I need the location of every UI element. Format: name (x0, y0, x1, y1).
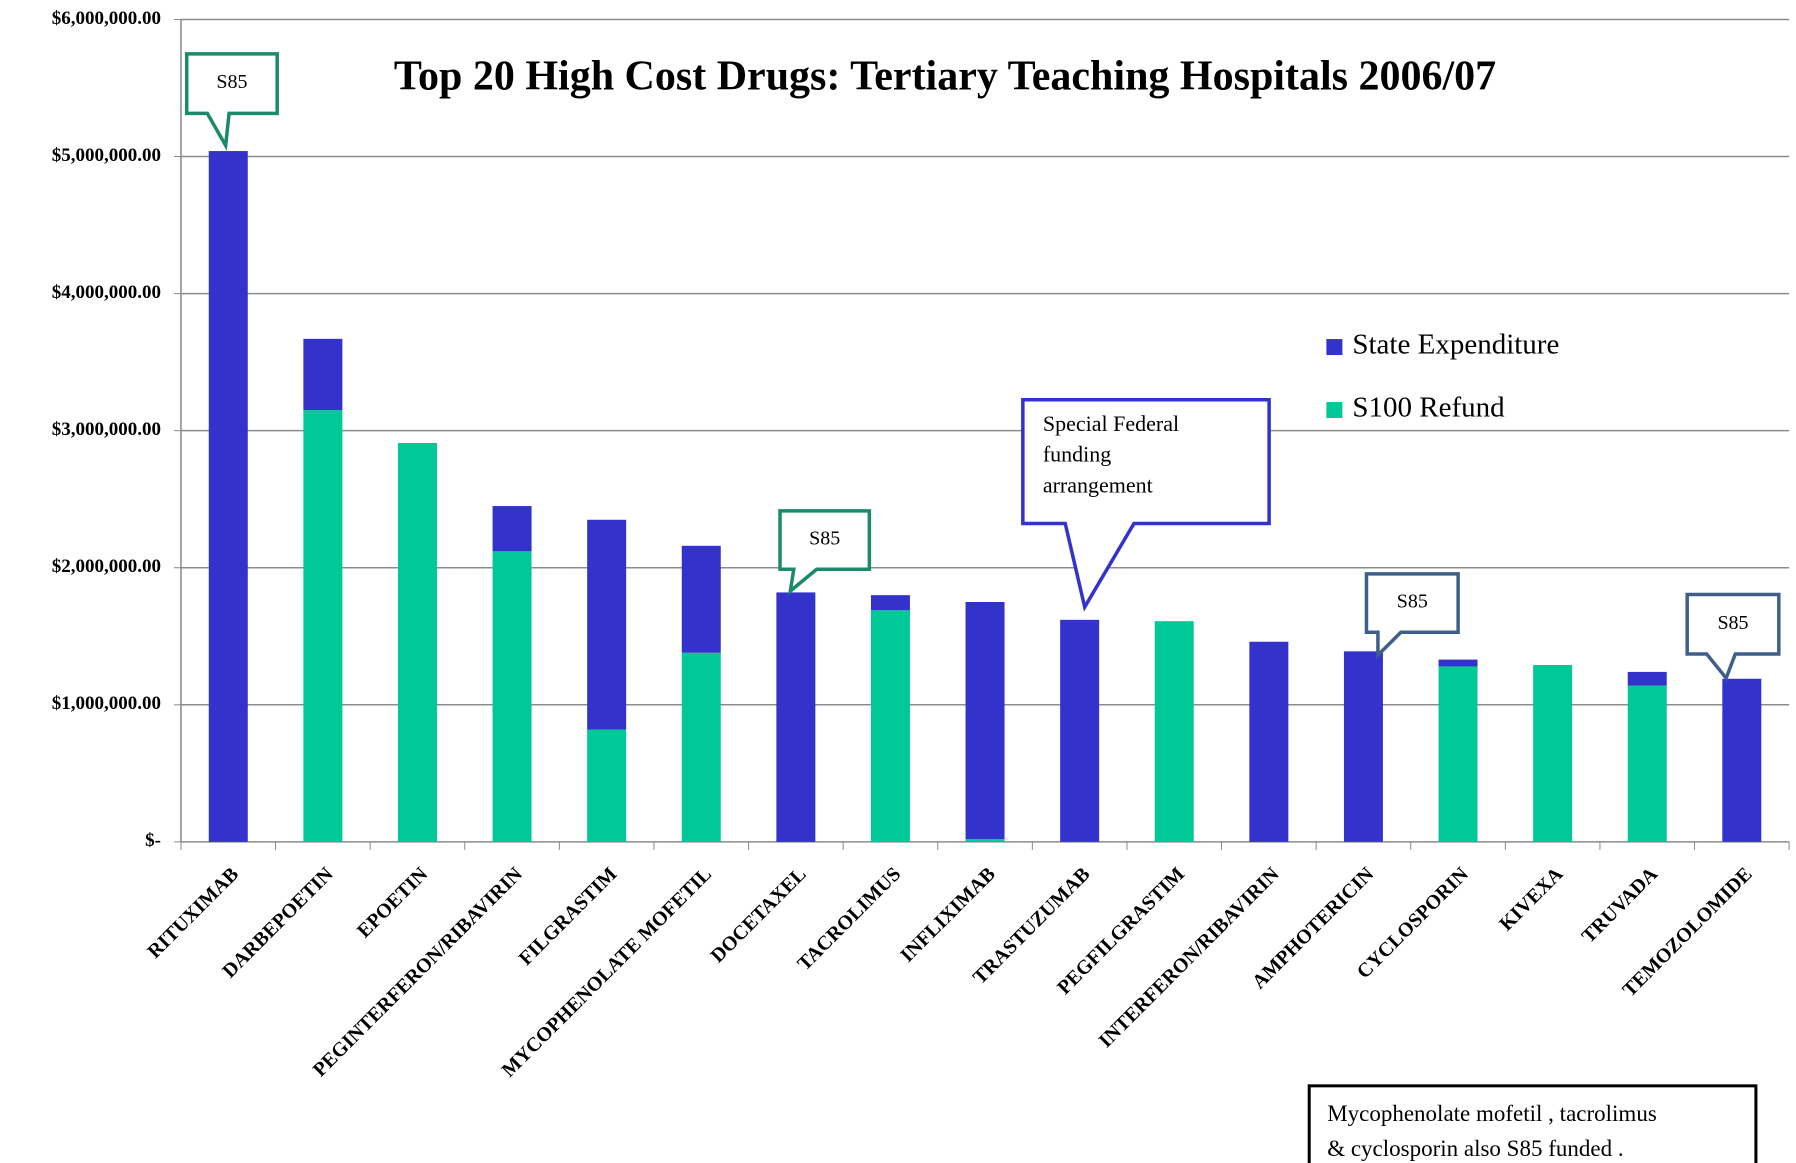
bar-segment (1533, 665, 1573, 842)
legend-swatch (1326, 339, 1343, 356)
bar-segment (303, 410, 343, 842)
callout-text: S85 (809, 528, 840, 550)
bar-segment (587, 519, 627, 730)
callout-box (1685, 592, 1781, 682)
bar-segment (1438, 659, 1478, 667)
bar-segment (1060, 619, 1100, 842)
bar-segment (1438, 666, 1478, 842)
bar-segment (208, 151, 248, 842)
note-text: Mycophenolate mofetil , tacrolimus (1327, 1101, 1657, 1126)
bar-segment (681, 652, 721, 842)
bar-segment (1627, 671, 1667, 686)
callout-box (1021, 397, 1271, 612)
bar-segment (492, 551, 532, 842)
bar-segment (681, 545, 721, 653)
bar-segment (1722, 678, 1762, 842)
bar-segment (1627, 685, 1667, 842)
x-tick-label: INFLIXIMAB (896, 863, 1000, 967)
x-tick-label: RITUXIMAB (143, 863, 243, 963)
chart-title: Top 20 High Cost Drugs: Tertiary Teachin… (394, 54, 1496, 100)
callout-text: Special Federal (1043, 411, 1179, 436)
callout-text: funding (1043, 442, 1111, 467)
legend-label: S100 Refund (1352, 392, 1505, 424)
y-tick-label: $2,000,000.00 (52, 556, 161, 577)
x-tick-label: DOCETAXEL (707, 863, 811, 967)
bar-segment (492, 506, 532, 552)
y-tick-label: $5,000,000.00 (52, 145, 161, 166)
bar-segment (776, 592, 816, 842)
x-tick-label: EPOETIN (353, 863, 433, 943)
bar-segment (965, 602, 1005, 840)
bar-segment (1154, 621, 1194, 842)
bar-segment (870, 595, 910, 611)
x-tick-label: PEGINTERFERON/RIBAVIRIN (309, 863, 527, 1081)
note-box (1307, 1084, 1758, 1163)
bar-segment (303, 338, 343, 411)
bar-segment (870, 610, 910, 842)
x-tick-label: TRUVADA (1578, 863, 1663, 948)
bar-segment (1249, 641, 1289, 842)
callout-text: S85 (1397, 591, 1428, 613)
callout-text: S85 (216, 71, 247, 93)
bar-segment (1343, 651, 1383, 842)
callout-text: arrangement (1043, 472, 1153, 497)
x-tick-label: MYCOPHENOLATE MOFETIL (498, 863, 716, 1081)
y-tick-label: $4,000,000.00 (52, 282, 161, 303)
note-text: & cyclosporin also S85 funded . (1327, 1136, 1623, 1161)
bar-segment (965, 839, 1005, 842)
legend-label: State Expenditure (1352, 329, 1559, 361)
callout-box (184, 52, 279, 152)
x-tick-label: INTERFERON/RIBAVIRIN (1095, 863, 1284, 1052)
bar-segment (397, 443, 437, 842)
callout-box (778, 509, 872, 596)
y-tick-label: $3,000,000.00 (52, 419, 161, 440)
callout-box (1364, 572, 1460, 660)
x-tick-label: KIVEXA (1495, 863, 1568, 936)
bar-segment (587, 729, 627, 842)
x-tick-label: FILGRASTIM (515, 863, 622, 970)
x-tick-label: TACROLIMUS (793, 863, 905, 975)
legend-swatch (1326, 402, 1343, 419)
callout-text: S85 (1717, 612, 1748, 634)
y-tick-label: $1,000,000.00 (52, 693, 161, 714)
y-tick-label: $- (145, 830, 161, 851)
y-tick-label: $6,000,000.00 (52, 8, 161, 29)
